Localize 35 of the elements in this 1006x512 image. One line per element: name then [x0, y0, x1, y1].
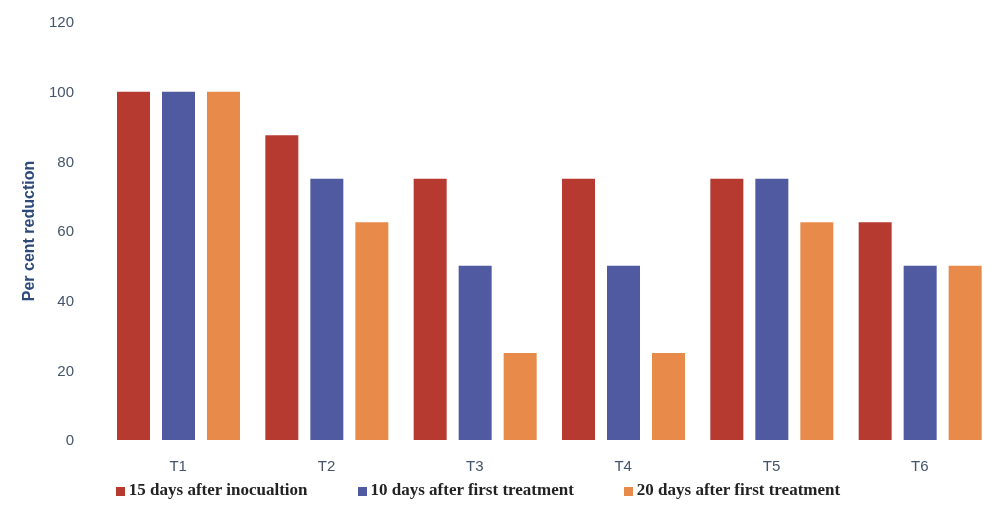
y-tick-label: 20	[57, 361, 74, 379]
bar	[310, 178, 344, 440]
y-tick-label: 0	[65, 431, 74, 449]
bar	[858, 222, 892, 440]
bar	[458, 265, 492, 440]
bar	[355, 222, 389, 440]
bar	[903, 265, 937, 440]
y-tick-label: 100	[48, 82, 74, 100]
bar	[755, 178, 789, 440]
x-tick-label: T4	[614, 456, 632, 474]
x-tick-label: T3	[466, 456, 484, 474]
y-tick-label: 60	[57, 222, 74, 240]
bar	[607, 265, 640, 440]
legend-label: 15 days after inocualtion	[128, 480, 308, 499]
bar	[800, 222, 834, 440]
x-tick-label: T2	[317, 456, 336, 474]
bar	[562, 178, 595, 440]
x-tick-label: T1	[169, 456, 187, 474]
bar	[652, 352, 685, 440]
bar	[265, 135, 299, 440]
bar	[948, 265, 982, 440]
bar	[413, 178, 447, 440]
bar	[162, 91, 195, 440]
bar	[207, 91, 240, 440]
x-tick-label: T5	[762, 456, 781, 474]
y-tick-label: 120	[48, 13, 74, 31]
x-tick-label: T6	[911, 456, 929, 474]
y-tick-label: 40	[57, 291, 74, 309]
bar	[710, 178, 744, 440]
y-axis-title: Per cent reduction	[19, 160, 37, 302]
legend-label: 20 days after first treatment	[636, 480, 841, 499]
bar	[117, 91, 150, 440]
y-tick-label: 80	[57, 152, 74, 170]
bar	[503, 352, 537, 440]
legend-label: 10 days after first treatment	[370, 480, 574, 499]
